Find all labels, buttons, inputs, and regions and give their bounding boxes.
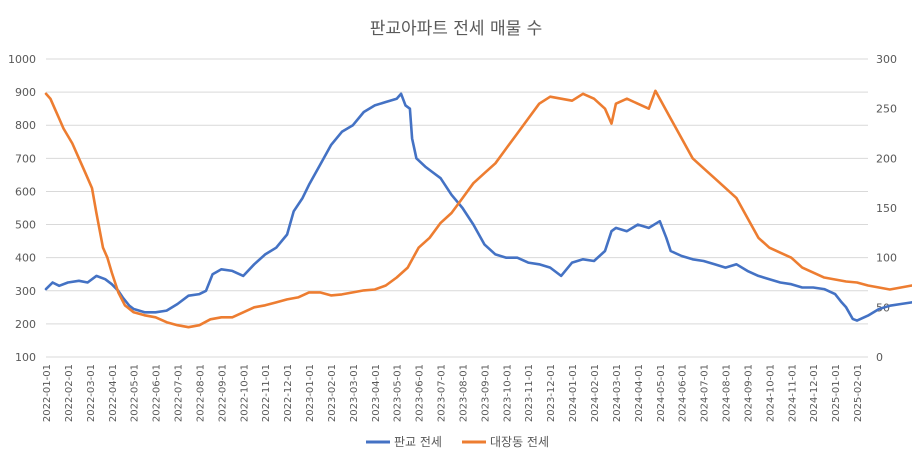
y-left-tick-label: 500	[15, 219, 36, 232]
gridlines	[46, 58, 868, 358]
x-tick-label: 2022-02-01	[64, 364, 75, 422]
legend-label-0: 판교 전세	[394, 435, 442, 449]
x-tick-label: 2022-03-01	[86, 364, 97, 422]
x-tick-label: 2022-10-01	[239, 364, 250, 422]
legend: 판교 전세 대장동 전세	[366, 435, 549, 449]
y-left-tick-label: 200	[15, 318, 36, 331]
x-tick-label: 2024-04-01	[634, 364, 645, 422]
x-tick-label: 2025-02-01	[853, 364, 864, 422]
x-tick-label: 2024-12-01	[809, 364, 820, 422]
y-right-tick-label: 150	[876, 202, 897, 215]
x-tick-label: 2022-11-01	[261, 364, 272, 422]
x-tick-label: 2022-12-01	[283, 364, 294, 422]
x-tick-label: 2023-02-01	[327, 364, 338, 422]
y-right-tick-label: 300	[876, 53, 897, 66]
chart-title: 판교아파트 전세 매물 수	[370, 19, 543, 39]
x-tick-label: 2024-11-01	[787, 364, 798, 422]
x-tick-label: 2024-10-01	[765, 364, 776, 422]
x-tick-label: 2024-08-01	[722, 364, 733, 422]
x-tick-label: 2023-06-01	[415, 364, 426, 422]
x-tick-label: 2022-05-01	[130, 364, 141, 422]
x-tick-label: 2024-06-01	[678, 364, 689, 422]
x-tick-label: 2023-07-01	[437, 364, 448, 422]
legend-label-1: 대장동 전세	[490, 435, 549, 449]
y-axis-left: 100 200 300 400 500 600 700 800 900 1000	[8, 53, 36, 364]
x-tick-label: 2022-04-01	[108, 364, 119, 422]
x-tick-label: 2023-04-01	[371, 364, 382, 422]
y-right-tick-label: 250	[876, 103, 897, 116]
y-left-tick-label: 100	[15, 351, 36, 364]
y-left-tick-label: 700	[15, 152, 36, 165]
x-tick-label: 2024-02-01	[590, 364, 601, 422]
x-tick-label: 2023-08-01	[458, 364, 469, 422]
y-left-tick-label: 300	[15, 285, 36, 298]
x-tick-label: 2023-03-01	[349, 364, 360, 422]
x-tick-label: 2022-09-01	[217, 364, 228, 422]
x-tick-label: 2022-01-01	[42, 364, 53, 422]
y-left-tick-label: 800	[15, 119, 36, 132]
x-tick-label: 2024-05-01	[656, 364, 667, 422]
y-right-tick-label: 100	[876, 252, 897, 265]
x-tick-label: 2024-01-01	[568, 364, 579, 422]
x-tick-label: 2023-09-01	[480, 364, 491, 422]
x-tick-label: 2023-10-01	[502, 364, 513, 422]
x-tick-label: 2024-07-01	[700, 364, 711, 422]
x-tick-label: 2024-09-01	[743, 364, 754, 422]
y-left-tick-label: 1000	[8, 53, 36, 66]
x-axis: 2022-01-01 2022-02-01 2022-03-01 2022-04-01…	[42, 364, 864, 422]
x-tick-label: 2023-05-01	[393, 364, 404, 422]
x-tick-label: 2022-08-01	[195, 364, 206, 422]
y-right-tick-label: 0	[876, 351, 883, 364]
y-left-tick-label: 400	[15, 252, 36, 265]
x-tick-label: 2023-12-01	[546, 364, 557, 422]
x-tick-label: 2023-01-01	[305, 364, 316, 422]
y-left-tick-label: 600	[15, 185, 36, 198]
x-tick-label: 2025-01-01	[831, 364, 842, 422]
y-left-tick-label: 900	[15, 86, 36, 99]
x-tick-label: 2023-11-01	[524, 364, 535, 422]
x-tick-label: 2022-06-01	[152, 364, 163, 422]
x-tick-label: 2022-07-01	[174, 364, 185, 422]
y-right-tick-label: 200	[876, 152, 897, 165]
series-line-0	[44, 92, 912, 322]
x-tick-label: 2024-03-01	[612, 364, 623, 422]
series-lines	[44, 89, 912, 329]
series-line-1	[44, 89, 912, 329]
